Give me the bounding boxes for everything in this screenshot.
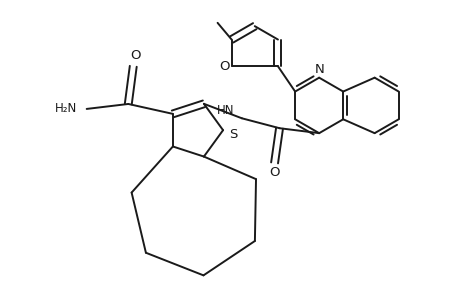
Text: H₂N: H₂N xyxy=(55,102,77,116)
Text: N: N xyxy=(313,63,323,76)
Text: HN: HN xyxy=(216,104,234,117)
Text: O: O xyxy=(130,49,140,62)
Text: O: O xyxy=(269,166,279,179)
Text: O: O xyxy=(219,60,230,73)
Text: S: S xyxy=(228,128,237,141)
